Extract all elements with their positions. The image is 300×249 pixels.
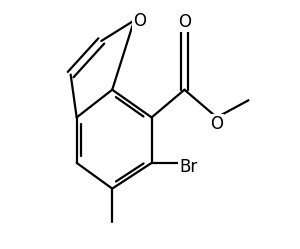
Text: Br: Br: [179, 158, 197, 176]
Text: O: O: [210, 115, 223, 132]
Text: O: O: [133, 11, 146, 30]
Text: O: O: [178, 13, 191, 31]
